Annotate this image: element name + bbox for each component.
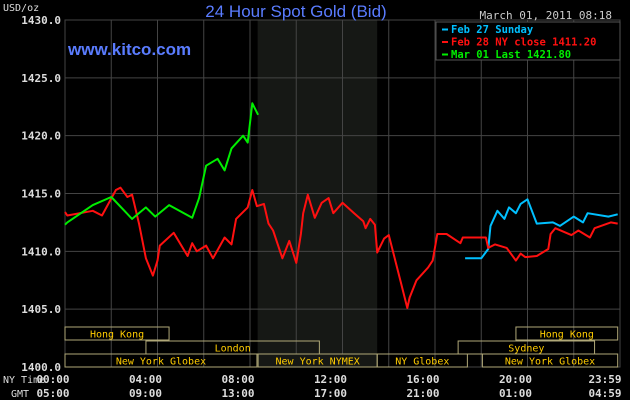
x-tick-label-ny: 08:00: [221, 373, 254, 386]
x-tick-label-ny: 00:00: [36, 373, 69, 386]
series-line-1: [64, 186, 618, 309]
session-bar: [64, 353, 258, 368]
y-tick-label: 1410.0: [21, 245, 61, 258]
x-tick-label-ny: 12:00: [314, 373, 347, 386]
session-label: NY Globex: [395, 357, 449, 368]
x-tick-label-ny: 20:00: [499, 373, 532, 386]
x-tick-label-gmt: 21:00: [406, 387, 439, 400]
session-bar: [515, 326, 619, 341]
x-tick-label-gmt: 01:00: [499, 387, 532, 400]
x-row-label-ny: NY Time: [3, 375, 45, 386]
x-tick-label-gmt: 09:00: [129, 387, 162, 400]
y-tick-label: 1430.0: [21, 14, 61, 27]
y-axis-label: USD/oz: [3, 3, 39, 14]
series-line-2: [64, 102, 259, 226]
x-tick-label-gmt: 04:59: [588, 387, 621, 400]
session-label: Hong Kong: [90, 330, 144, 341]
x-tick-label-gmt: 17:00: [314, 387, 347, 400]
session-label: New York Globex: [116, 357, 206, 368]
session-label: Hong Kong: [540, 330, 594, 341]
y-tick-label: 1425.0: [21, 72, 61, 85]
y-tick-label: 1405.0: [21, 303, 61, 316]
legend-box: [435, 21, 621, 61]
y-tick-label: 1400.0: [21, 361, 61, 374]
legend-entry: Feb 27 Sunday: [451, 24, 534, 36]
x-row-label-gmt: GMT: [11, 389, 29, 400]
trading-sessions: Hong Kong Hong Kong London Sydney New York G…: [64, 326, 619, 368]
x-tick-label-gmt: 05:00: [36, 387, 69, 400]
series-lines: [64, 102, 618, 309]
session-label: New York Globex: [505, 357, 595, 368]
x-tick-label-ny: 04:00: [129, 373, 162, 386]
series-line-0: [465, 198, 618, 260]
grid: [64, 19, 621, 368]
session-label: Sydney: [508, 344, 544, 355]
x-tick-label-ny: 16:00: [406, 373, 439, 386]
legend-entry: Mar 01 Last 1421.80: [451, 49, 571, 61]
x-tick-label-ny: 23:59: [588, 373, 621, 386]
y-tick-label: 1415.0: [21, 188, 61, 201]
x-axis-ticks: 00:00 04:00 08:00 12:00 16:00 20:00 23:59 05:00…: [36, 373, 621, 400]
brand-logo-text: www.kitco.com: [67, 40, 191, 59]
session-bar: [481, 353, 619, 368]
x-tick-label-gmt: 13:00: [221, 387, 254, 400]
session-bar: [376, 353, 468, 368]
session-bar: [64, 326, 170, 341]
chart-title: 24 Hour Spot Gold (Bid): [205, 2, 386, 21]
y-tick-label: 1420.0: [21, 130, 61, 143]
y-axis-ticks: 1400.0 1405.0 1410.0 1415.0 1420.0 1425.0 1430…: [21, 14, 61, 374]
timestamp: March 01, 2011 08:18: [480, 9, 612, 22]
legend-entry: Feb 28 NY close 1411.20: [451, 37, 596, 49]
session-label: New York NYMEX: [275, 357, 359, 368]
session-label: London: [215, 344, 251, 355]
